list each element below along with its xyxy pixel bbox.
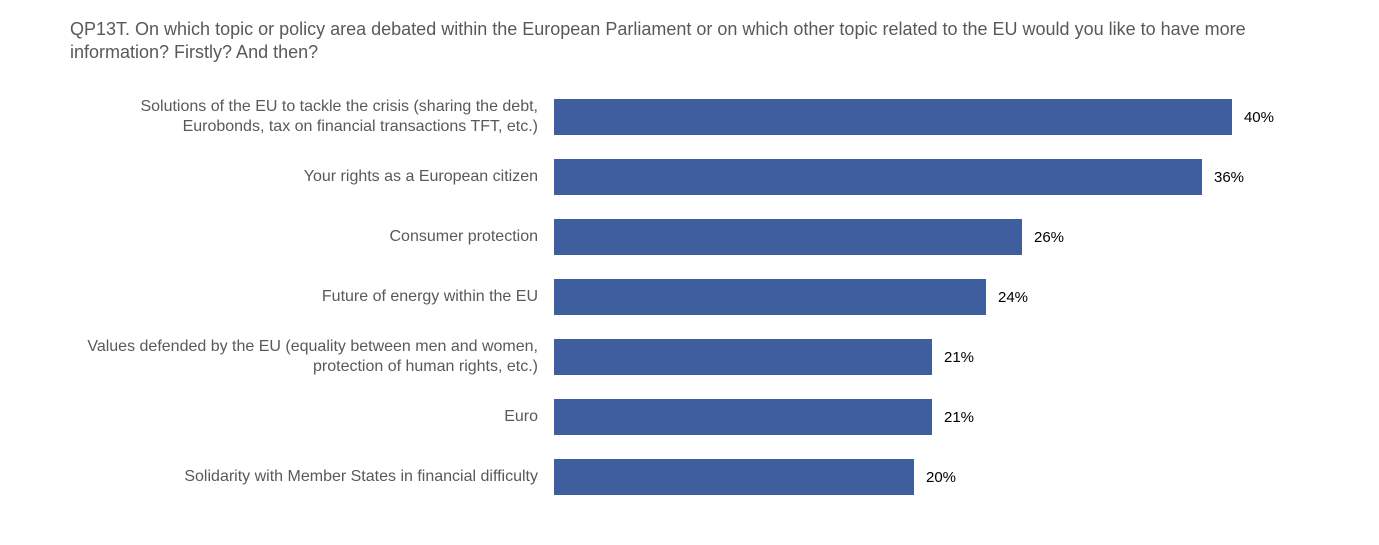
bar bbox=[554, 339, 932, 375]
bar-value: 26% bbox=[1022, 229, 1064, 246]
bar-area: 21% bbox=[554, 339, 1274, 375]
bar-label: Future of energy within the EU bbox=[70, 287, 554, 307]
bar-label: Solutions of the EU to tackle the crisis… bbox=[70, 97, 554, 137]
bar-area: 20% bbox=[554, 459, 1274, 495]
bar bbox=[554, 459, 914, 495]
bar-label: Your rights as a European citizen bbox=[70, 167, 554, 187]
bar-value: 24% bbox=[986, 289, 1028, 306]
bar-area: 36% bbox=[554, 159, 1274, 195]
chart-row: Solutions of the EU to tackle the crisis… bbox=[70, 95, 1329, 140]
bar-area: 21% bbox=[554, 399, 1274, 435]
bar bbox=[554, 279, 986, 315]
bar bbox=[554, 219, 1022, 255]
chart-row: Solidarity with Member States in financi… bbox=[70, 455, 1329, 500]
bar-area: 24% bbox=[554, 279, 1274, 315]
bar-label: Euro bbox=[70, 407, 554, 427]
bar-value: 21% bbox=[932, 349, 974, 366]
chart-row: Consumer protection 26% bbox=[70, 215, 1329, 260]
chart-row: Your rights as a European citizen 36% bbox=[70, 155, 1329, 200]
bar-value: 40% bbox=[1232, 109, 1274, 126]
chart-page: QP13T. On which topic or policy area deb… bbox=[0, 0, 1379, 545]
bar-area: 40% bbox=[554, 99, 1274, 135]
chart-row: Values defended by the EU (equality betw… bbox=[70, 335, 1329, 380]
bar-area: 26% bbox=[554, 219, 1274, 255]
bar bbox=[554, 99, 1232, 135]
chart-row: Future of energy within the EU 24% bbox=[70, 275, 1329, 320]
bar-label: Solidarity with Member States in financi… bbox=[70, 467, 554, 487]
bar-value: 21% bbox=[932, 409, 974, 426]
bar-value: 20% bbox=[914, 469, 956, 486]
bar-label: Consumer protection bbox=[70, 227, 554, 247]
chart-row: Euro 21% bbox=[70, 395, 1329, 440]
bar bbox=[554, 399, 932, 435]
bar-label: Values defended by the EU (equality betw… bbox=[70, 337, 554, 377]
bar-chart: Solutions of the EU to tackle the crisis… bbox=[70, 95, 1329, 515]
bar-value: 36% bbox=[1202, 169, 1244, 186]
chart-title: QP13T. On which topic or policy area deb… bbox=[70, 18, 1329, 65]
bar bbox=[554, 159, 1202, 195]
